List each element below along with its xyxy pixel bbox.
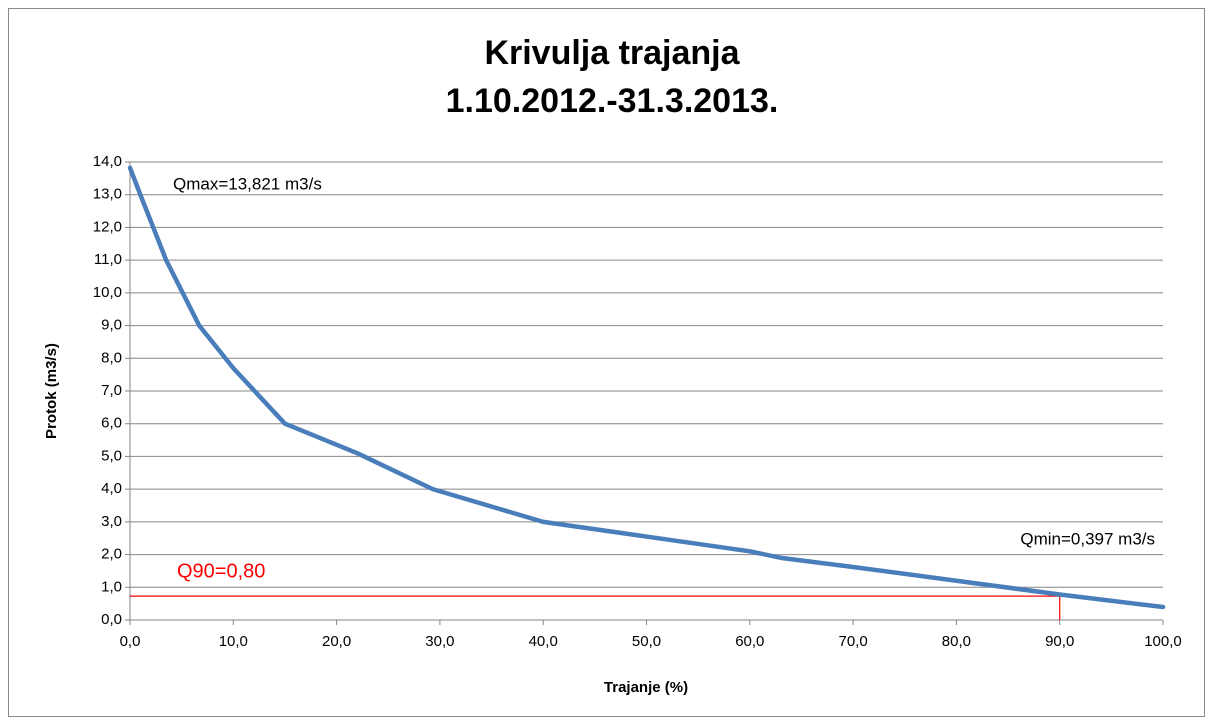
x-tick-label: 0,0 [120, 633, 141, 650]
y-tick-label: 5,0 [101, 447, 122, 464]
reference-label: Q90=0,80 [177, 560, 265, 582]
chart-subtitle: 1.10.2012.-31.3.2013. [446, 82, 779, 120]
y-tick-label: 8,0 [101, 349, 122, 366]
y-tick-label: 12,0 [93, 218, 122, 235]
y-tick-label: 3,0 [101, 513, 122, 530]
y-tick-label: 7,0 [101, 382, 122, 399]
annotation: Qmin=0,397 m3/s [1020, 529, 1155, 548]
y-tick-label: 4,0 [101, 480, 122, 497]
x-tick-label: 40,0 [529, 633, 558, 650]
y-tick-label: 0,0 [101, 611, 122, 628]
chart-title: Krivulja trajanja [484, 34, 740, 72]
y-tick-label: 13,0 [93, 186, 122, 203]
y-tick-label: 9,0 [101, 317, 122, 334]
y-tick-label: 11,0 [94, 251, 122, 268]
y-axis-title: Protok (m3/s) [43, 343, 60, 439]
x-tick-label: 20,0 [322, 633, 351, 650]
y-tick-label: 6,0 [101, 415, 122, 432]
y-tick-label: 10,0 [93, 284, 122, 301]
y-tick-label: 2,0 [101, 546, 122, 563]
x-tick-label: 30,0 [425, 633, 454, 650]
chart-frame [8, 8, 1205, 717]
x-tick-label: 70,0 [838, 633, 867, 650]
line-series [127, 165, 1166, 610]
x-tick-label: 90,0 [1045, 633, 1074, 650]
y-tick-label: 1,0 [101, 578, 122, 595]
x-tick-label: 80,0 [942, 633, 971, 650]
x-tick-label: 60,0 [735, 633, 764, 650]
x-tick-label: 50,0 [632, 633, 661, 650]
annotation: Qmax=13,821 m3/s [173, 174, 322, 193]
y-tick-label: 14,0 [93, 153, 122, 170]
x-tick-label: 100,0 [1144, 633, 1182, 650]
x-tick-label: 10,0 [219, 633, 248, 650]
x-axis-title: Trajanje (%) [604, 679, 688, 696]
